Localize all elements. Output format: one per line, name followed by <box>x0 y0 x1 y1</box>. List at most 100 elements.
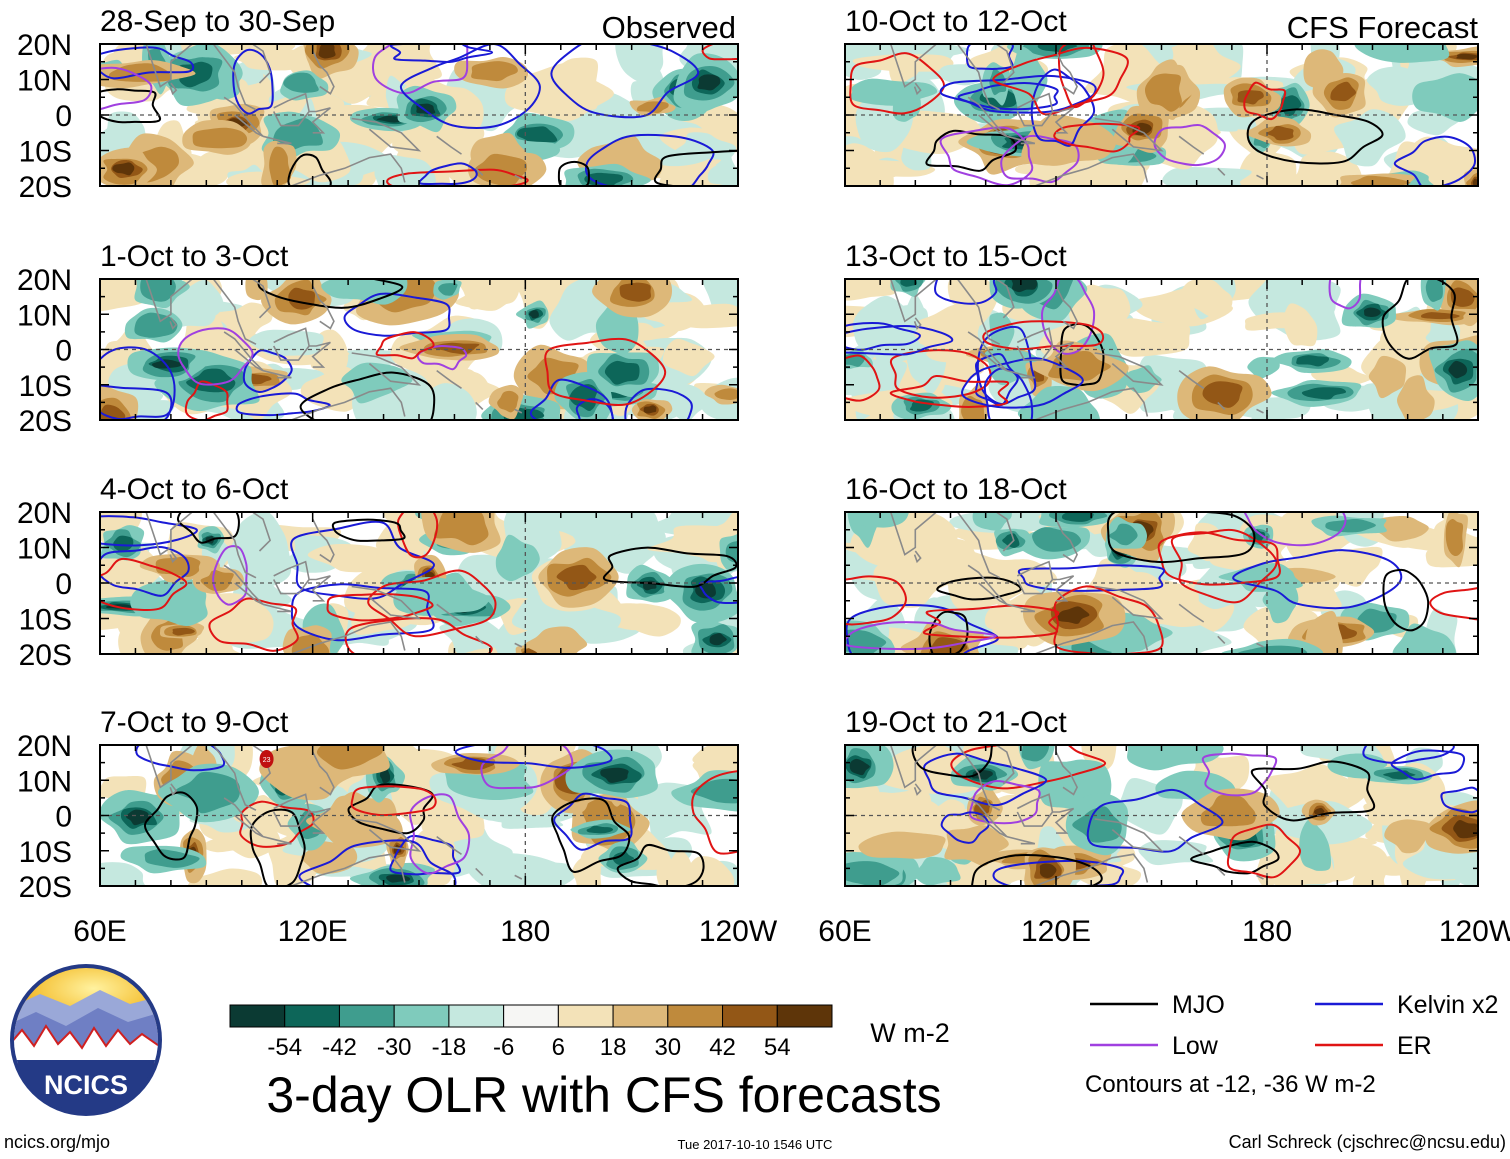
olr-blob <box>1450 287 1475 307</box>
wave-contour <box>1059 322 1105 387</box>
panel-date-range: 19-Oct to 21-Oct <box>845 706 1067 739</box>
olr-blob <box>497 390 519 413</box>
lat-tick-label: 20N <box>17 730 72 763</box>
wave-contour <box>389 834 462 876</box>
olr-blob <box>1453 819 1478 839</box>
olr-blob <box>636 101 669 114</box>
wave-contour <box>144 791 199 861</box>
wave-contour <box>939 126 1034 186</box>
olr-blob <box>1202 381 1243 408</box>
wave-contour <box>212 545 248 606</box>
olr-blob <box>234 49 322 71</box>
wave-contour <box>1017 564 1166 592</box>
panel-date-range: 28-Sep to 30-Sep <box>100 5 335 38</box>
wave-contour <box>950 745 1107 790</box>
wave-contour <box>386 168 529 186</box>
wave-contour <box>845 575 907 626</box>
panel-date-range: 16-Oct to 18-Oct <box>845 473 1067 506</box>
wave-contour <box>1390 749 1466 781</box>
coastlines <box>145 44 523 186</box>
olr-blob <box>1039 863 1057 878</box>
olr-blob <box>1247 356 1280 380</box>
olr-blob <box>1299 819 1332 871</box>
olr-blob <box>174 771 241 814</box>
olr-blob <box>1068 288 1113 345</box>
olr-blob <box>619 282 651 302</box>
colorbar-swatch <box>393 1004 450 1028</box>
footer-timestamp: Tue 2017-10-10 1546 UTC <box>678 1137 833 1152</box>
wave-contour <box>1170 528 1278 604</box>
olr-blob <box>376 116 401 123</box>
olr-blob <box>1383 770 1416 780</box>
wave-contour <box>1201 752 1278 797</box>
olr-blob <box>1266 125 1294 141</box>
lon-tick-label: 120W <box>699 915 778 948</box>
colorbar-swatch <box>722 1004 778 1028</box>
wave-contour <box>585 133 715 186</box>
lat-tick-label: 20S <box>19 171 72 204</box>
olr-blob <box>615 44 664 84</box>
wave-contour <box>257 279 404 309</box>
colorbar-tick-label: -6 <box>493 1034 514 1061</box>
wave-contour <box>971 853 1103 886</box>
olr-blob <box>1032 527 1082 552</box>
olr-blob <box>1301 387 1347 400</box>
lat-tick-label: 10S <box>19 604 72 637</box>
olr-blob <box>434 512 489 546</box>
colorbar-swatch <box>338 1004 395 1028</box>
olr-blob <box>1472 178 1478 186</box>
wave-contour <box>480 745 574 790</box>
lon-tick-label: 180 <box>1242 915 1292 948</box>
wave-contour <box>1393 135 1476 186</box>
colorbar-tick-label: -18 <box>432 1034 467 1061</box>
olr-blob <box>845 159 894 186</box>
lat-tick-label: 10N <box>17 299 72 332</box>
olr-blob <box>1021 114 1117 166</box>
olr-anomaly-field <box>100 512 738 654</box>
olr-blob <box>192 127 248 149</box>
wave-contour <box>184 380 229 420</box>
olr-blob <box>1352 863 1387 886</box>
olr-blob <box>709 633 727 646</box>
lat-tick-label: 0 <box>55 801 72 834</box>
legend-label: MJO <box>1172 991 1225 1019</box>
olr-blob <box>140 279 176 302</box>
olr-blob <box>213 302 273 337</box>
wave-contour <box>551 797 631 873</box>
lat-tick-label: 0 <box>55 568 72 601</box>
olr-blob <box>152 359 183 369</box>
logo-text: NCICS <box>44 1070 128 1100</box>
wave-contour <box>616 843 705 886</box>
olr-blob <box>1048 351 1111 381</box>
wave-contour <box>845 324 954 356</box>
coastlines <box>889 279 1264 420</box>
colorbar-tick-label: 54 <box>764 1034 791 1061</box>
wave-contour <box>939 74 1097 114</box>
olr-blob <box>130 577 208 627</box>
olr-blob <box>1037 44 1078 53</box>
legend-label: Kelvin x2 <box>1397 991 1498 1019</box>
olr-blob <box>697 74 721 91</box>
olr-blob <box>245 279 268 301</box>
column-label-observed: Observed <box>602 10 736 45</box>
wave-contour <box>934 279 998 305</box>
olr-blob <box>1384 819 1431 854</box>
map-panel-fc-1: 10-Oct to 12-Oct <box>844 5 1479 187</box>
olr-blob <box>1002 533 1020 548</box>
wave-contour <box>1440 786 1478 814</box>
wave-contour <box>983 367 1034 420</box>
olr-blob <box>1127 745 1224 771</box>
lat-tick-label: 20N <box>17 264 72 297</box>
olr-blob <box>516 126 558 145</box>
wave-contour <box>653 149 738 186</box>
olr-blob <box>393 576 490 616</box>
wave-contour <box>701 44 738 61</box>
lon-tick-label: 60E <box>818 915 871 948</box>
wave-contour <box>100 384 173 420</box>
olr-blob <box>669 303 738 329</box>
wave-contour <box>249 808 306 886</box>
map-panel-fc-4: 19-Oct to 21-Oct 60E 120E 180 120W <box>818 706 1510 948</box>
